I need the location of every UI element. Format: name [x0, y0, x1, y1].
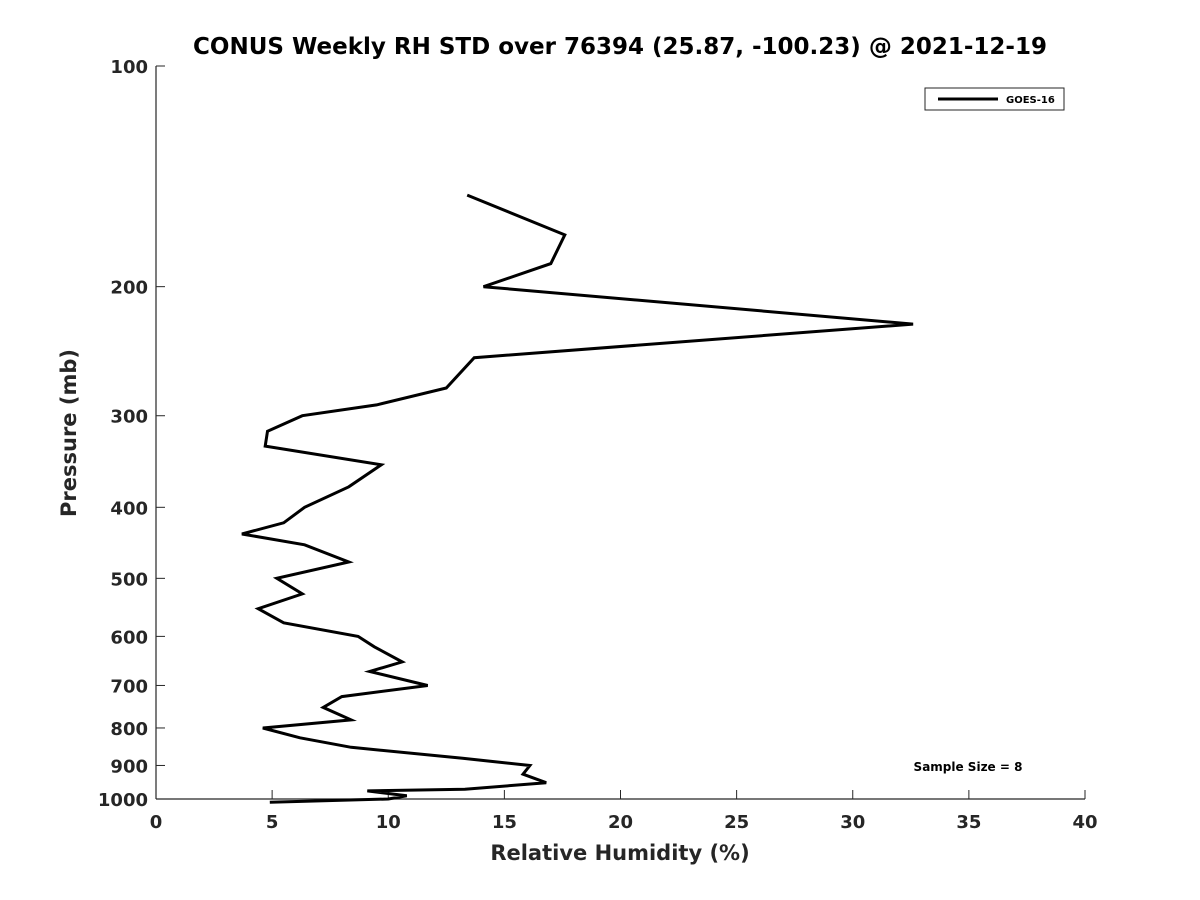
y-tick-label: 700	[110, 676, 148, 697]
series-group	[241, 193, 914, 804]
series-line-goes-16	[241, 193, 914, 804]
x-tick-label: 15	[492, 812, 517, 833]
axes	[155, 66, 1085, 800]
y-tick-label: 100	[110, 57, 148, 78]
x-tick-label: 20	[608, 812, 633, 833]
y-tick-label: 500	[110, 569, 148, 590]
y-axis-ticks: 100 200 300 400 500 600 700 800 900 1000	[98, 57, 165, 811]
chart-title: CONUS Weekly RH STD over 76394 (25.87, -…	[193, 34, 1047, 60]
x-tick-label: 25	[724, 812, 749, 833]
x-tick-label: 30	[840, 812, 865, 833]
x-tick-label: 5	[266, 812, 279, 833]
y-tick-label: 600	[110, 627, 148, 648]
x-tick-label: 0	[150, 812, 163, 833]
x-tick-label: 40	[1072, 812, 1097, 833]
x-axis-label: Relative Humidity (%)	[490, 841, 749, 865]
y-tick-label: 400	[110, 498, 148, 519]
x-axis-ticks: 0 5 10 15 20 25 30 35 40	[150, 790, 1098, 833]
x-tick-label: 35	[956, 812, 981, 833]
x-tick-label: 10	[376, 812, 401, 833]
y-tick-label: 1000	[98, 790, 148, 811]
y-axis-label: Pressure (mb)	[57, 349, 81, 517]
legend-entry-label: GOES-16	[1006, 95, 1055, 106]
y-tick-label: 800	[110, 719, 148, 740]
sample-size-annotation: Sample Size = 8	[914, 760, 1023, 774]
y-tick-label: 300	[110, 407, 148, 428]
legend: GOES-16	[924, 87, 1065, 111]
y-tick-label: 900	[110, 756, 148, 777]
y-tick-label: 200	[110, 278, 148, 299]
